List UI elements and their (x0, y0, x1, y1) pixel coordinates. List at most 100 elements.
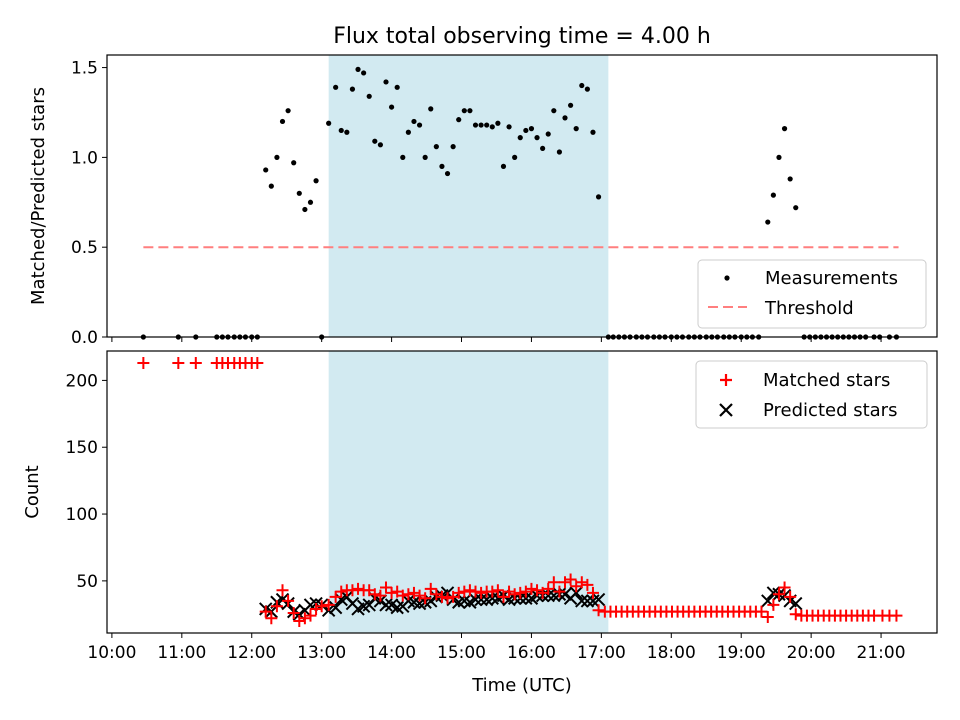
matched-star-marker (497, 590, 510, 603)
measurement-point (528, 126, 535, 132)
x-tick-label: 10:00 (87, 643, 136, 663)
matched-star-marker (755, 605, 768, 618)
measurement-point (787, 176, 793, 182)
measurement-point (579, 82, 585, 89)
predicted-star-marker (519, 591, 533, 605)
measurement-point (333, 84, 339, 90)
measurement-point (428, 106, 434, 112)
bottom-x-ticks: 10:00 11:00 12:00 13:00 14:00 15:00 16:00 17:00… (87, 633, 906, 663)
measurement-point (388, 104, 395, 110)
top-legend-box (697, 259, 927, 329)
measurement-point (517, 135, 523, 141)
bottom-y-tick-label: 150 (66, 438, 98, 458)
measurement-point (349, 86, 356, 92)
matched-star-marker (772, 588, 785, 601)
matched-star-marker (778, 581, 791, 594)
predicted-star-marker (468, 592, 483, 607)
matched-star-marker (396, 589, 409, 602)
matched-star-marker (251, 357, 264, 370)
measurement-point (461, 108, 467, 114)
measurement-point (372, 138, 378, 144)
matched-star-marker (525, 582, 538, 595)
predicted-star-marker (424, 594, 438, 608)
matched-star-marker (761, 610, 774, 623)
measurement-point (302, 206, 308, 213)
measurement-point (268, 183, 274, 189)
measurement-point (279, 118, 286, 125)
matched-star-marker (469, 585, 482, 598)
predicted-star-marker (474, 592, 488, 607)
predicted-star-marker (569, 586, 583, 600)
matched-star-marker (441, 592, 454, 605)
matched-star-marker (508, 588, 521, 601)
measurement-point (361, 70, 367, 76)
matched-star-marker (519, 585, 532, 598)
top-y-axis-label: Matched/Predicted stars (28, 87, 49, 305)
measurement-point (405, 129, 411, 135)
measurement-point (344, 129, 350, 135)
matched-star-marker (310, 602, 323, 615)
bottom-panel-shade (328, 351, 609, 633)
legend-predicted-marker (719, 403, 733, 417)
matched-star-marker (335, 585, 348, 598)
legend-threshold-label: Threshold (764, 298, 854, 319)
x-tick-label: 11:00 (157, 643, 206, 663)
predicted-star-marker (275, 592, 290, 607)
matched-star-marker (463, 584, 476, 597)
measurement-point (422, 154, 428, 160)
measurement-point (377, 142, 384, 148)
matched-star-marker (430, 588, 443, 601)
measurement-point (534, 135, 540, 141)
matched-star-marker (137, 357, 150, 370)
measurement-point (394, 84, 400, 90)
measurement-point (313, 178, 319, 184)
matched-star-marker (346, 584, 359, 597)
measurement-point (567, 102, 574, 108)
matched-star-marker (435, 590, 448, 603)
x-tick-label: 12:00 (227, 643, 276, 663)
measurement-point (540, 145, 546, 152)
predicted-star-marker (485, 591, 499, 605)
matched-star-marker (767, 598, 780, 611)
top-y-tick-label: 0.0 (71, 328, 98, 348)
legend-measurement-marker (724, 275, 730, 281)
matched-star-marker (553, 585, 566, 598)
measurement-point (467, 108, 473, 114)
bottom-y-tick-label: 200 (66, 371, 98, 391)
matched-star-marker (282, 594, 295, 607)
measurement-point (545, 131, 551, 137)
measurement-point (573, 126, 579, 132)
x-tick-label: 16:00 (507, 643, 556, 663)
predicted-star-marker (379, 598, 393, 612)
bottom-axes-frame (106, 350, 938, 634)
matched-star-marker (503, 585, 516, 598)
matched-star-marker (514, 586, 527, 599)
matched-star-marker (581, 578, 594, 591)
measurement-point (523, 127, 529, 134)
measurement-point (551, 108, 557, 114)
top-x-ticks (111, 337, 882, 342)
measurement-point (584, 86, 590, 92)
top-y-ticks: 0.0 0.5 1.0 1.5 (71, 59, 107, 348)
matched-star-marker (592, 604, 605, 617)
measurement-point (478, 122, 484, 128)
measurement-point (484, 122, 490, 128)
measurement-point (439, 163, 445, 169)
x-tick-label: 20:00 (787, 643, 836, 663)
measurement-point (495, 120, 501, 126)
matched-star-marker (458, 585, 471, 598)
matched-star-marker (189, 357, 202, 370)
matched-star-marker (352, 582, 365, 595)
x-tick-label: 13:00 (297, 643, 346, 663)
measurement-point (793, 205, 799, 211)
measurement-point (506, 124, 512, 130)
matched-star-marker (293, 614, 306, 627)
predicted-star-marker (328, 600, 343, 615)
predicted-star-marker (580, 594, 595, 608)
measurement-point (450, 144, 456, 150)
measurement-point (770, 192, 776, 198)
matched-star-marker (402, 588, 415, 601)
matched-star-marker (575, 576, 588, 589)
top-panel: 0.0 0.5 1.0 1.5 Matched/Predicted stars Mea… (28, 54, 938, 348)
